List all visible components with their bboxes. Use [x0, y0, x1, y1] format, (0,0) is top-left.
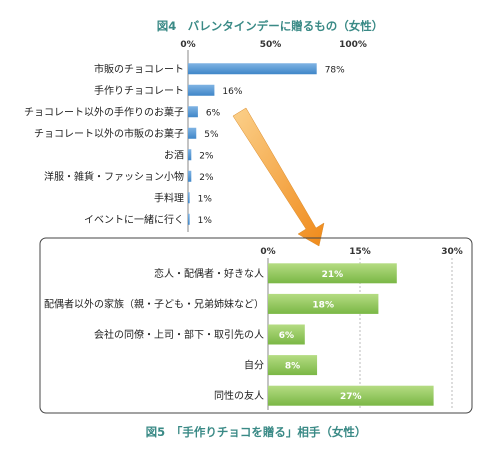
figure-4-bar	[188, 170, 192, 182]
figure-4-bar	[188, 213, 190, 225]
figure-4-bar	[188, 149, 192, 161]
figure-5-bar	[268, 385, 434, 406]
figure-4-value-label: 1%	[198, 216, 213, 226]
figure-4-category-label: イベントに一緒に行く	[84, 213, 184, 226]
figure-5-tick-label: 15%	[349, 247, 371, 257]
figure-5-bars: 恋人・配偶者・好きな人 21% 配偶者以外の家族（親・子ども・兄弟姉妹など） 18% 会…	[44, 263, 434, 406]
figure-4-tick-label: 100%	[339, 40, 367, 50]
figure-4-category-label: チョコレート以外の手作りのお菓子	[24, 105, 184, 118]
figure-4-tick-label: 0%	[180, 40, 195, 50]
figure-4-category-label: お酒	[164, 149, 184, 161]
figure-5-category-label: 恋人・配偶者・好きな人	[154, 267, 264, 280]
figure-5-title: 図5 「手作りチョコを贈る」相手（女性）	[146, 425, 367, 439]
figure-5-value-label: 27%	[340, 392, 362, 402]
figure-4-bar	[188, 127, 197, 139]
figure-5-tick-label: 30%	[441, 247, 463, 257]
figure-4-category-label: チョコレート以外の市販のお菓子	[34, 127, 184, 140]
figure-5-tick-label: 0%	[260, 247, 275, 257]
figure-5-bar	[268, 355, 318, 376]
figure-5-bar	[268, 263, 397, 284]
figure-4-category-label: 手作りチョコレート	[94, 84, 184, 97]
figure-5: 0% 15% 30% 恋人・配偶者・好きな人 21% 配偶者以外の家族（親・子ども・兄弟…	[39, 237, 473, 439]
figure-5-value-label: 8%	[285, 362, 300, 372]
figure-4-value-label: 5%	[204, 130, 219, 140]
figure-5-bar	[268, 293, 379, 314]
figure-5-category-label: 会社の同僚・上司・部下・取引先の人	[94, 328, 264, 341]
figure-4-value-label: 16%	[222, 87, 242, 97]
figure-4-tick-label: 50%	[260, 40, 282, 50]
figure-5-value-label: 21%	[322, 270, 344, 280]
figure-4-bar	[188, 84, 215, 96]
figure-4-value-label: 6%	[206, 108, 221, 118]
figure-4-title: 図4 バレンタインデーに贈るもの（女性）	[157, 19, 384, 33]
figure-4-category-label: 手料理	[154, 191, 184, 204]
figure-4-bar	[188, 106, 198, 118]
figure-4-value-label: 2%	[199, 151, 214, 161]
figure-4-bar	[188, 63, 317, 75]
figure-4-bar	[188, 192, 190, 204]
figure-4-value-label: 1%	[198, 194, 213, 204]
figure-4-value-label: 2%	[199, 173, 214, 183]
figure-4-value-label: 78%	[325, 65, 345, 75]
figure-5-value-label: 18%	[312, 300, 334, 310]
figure-4-ticks: 0% 50% 100%	[180, 40, 367, 50]
figure-5-value-label: 6%	[279, 331, 294, 341]
figure-5-ticks: 0% 15% 30%	[260, 247, 462, 257]
figure-4-category-label: 洋服・雑貨・ファッション小物	[44, 170, 184, 183]
figure-4: 図4 バレンタインデーに贈るもの（女性） 0% 50% 100% 市販のチョコレート…	[24, 19, 383, 232]
figure-5-frame	[39, 237, 473, 414]
figure-5-bar	[268, 324, 305, 345]
figure-5-category-label: 配偶者以外の家族（親・子ども・兄弟姉妹など）	[44, 297, 264, 310]
figure-4-bars: 市販のチョコレート 78% 手作りチョコレート 16% チョコレート以外の手作りのお菓子…	[24, 62, 345, 226]
arrow-shape	[232, 107, 325, 247]
figure-5-category-label: 自分	[244, 359, 264, 372]
figure-4-category-label: 市販のチョコレート	[94, 62, 184, 75]
figure-5-category-label: 同性の友人	[214, 389, 264, 402]
